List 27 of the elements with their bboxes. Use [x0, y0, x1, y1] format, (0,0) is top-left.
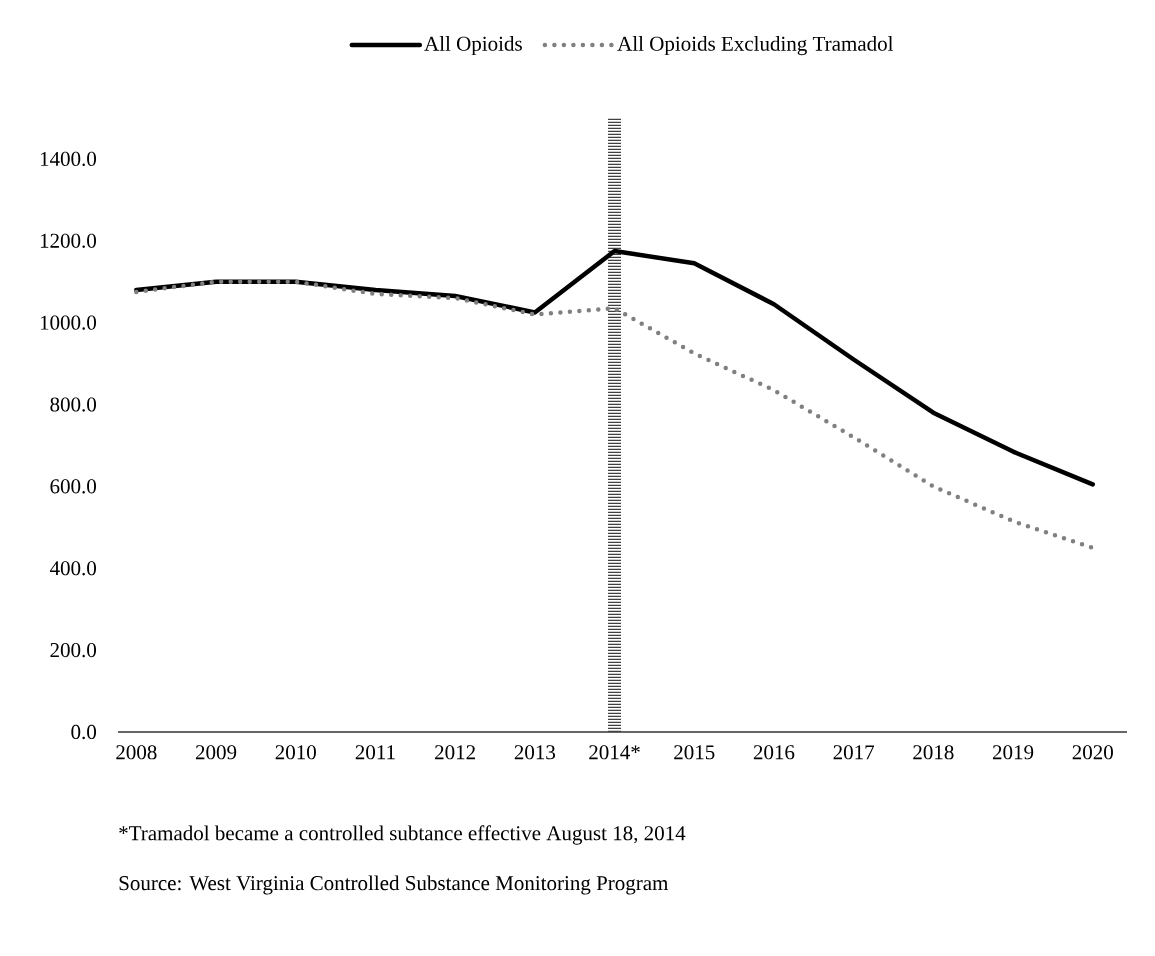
x-tick-label: 2008 [116, 745, 157, 760]
legend-label: All Opioids Excluding Tramadol [617, 36, 894, 56]
x-tick-label: 2012 [435, 745, 475, 760]
x-tick-label: 2015 [674, 745, 715, 760]
x-tick-label: 2014* [589, 745, 640, 760]
y-tick-label: 0.0 [71, 724, 97, 740]
source-note: Source: West Virginia Controlled Substance Monitoring Program [119, 875, 669, 895]
text: *Tramadol became a controlled subtance effective August 18, 2014 [119, 825, 686, 845]
x-tick-label: 2013 [514, 745, 556, 760]
y-tick-label: 800.0 [50, 397, 97, 412]
line-series [134, 279, 1095, 551]
y-tick-label: 1000.0 [40, 315, 97, 330]
y-tick-label: 600.0 [50, 479, 97, 494]
legend-label: All Opioids [424, 36, 522, 56]
x-tick-label: 2019 [992, 745, 1034, 760]
y-tick-label: 200.0 [50, 643, 97, 658]
x-tick-label: 2017 [833, 745, 875, 760]
x-tick-label: 2011 [355, 745, 395, 760]
x-tick-label: 2018 [913, 745, 954, 760]
line-series [134, 248, 1095, 487]
y-tick-label: 400.0 [49, 561, 97, 576]
x-tick-label: 2009 [195, 745, 237, 760]
x-tick-label: 2010 [275, 745, 316, 760]
y-tick-label: 1400.0 [40, 151, 97, 167]
x-tick-label: 2016 [753, 745, 795, 760]
x-tick-label: 2020 [1072, 745, 1113, 760]
y-tick-label: 1200.0 [40, 233, 97, 248]
